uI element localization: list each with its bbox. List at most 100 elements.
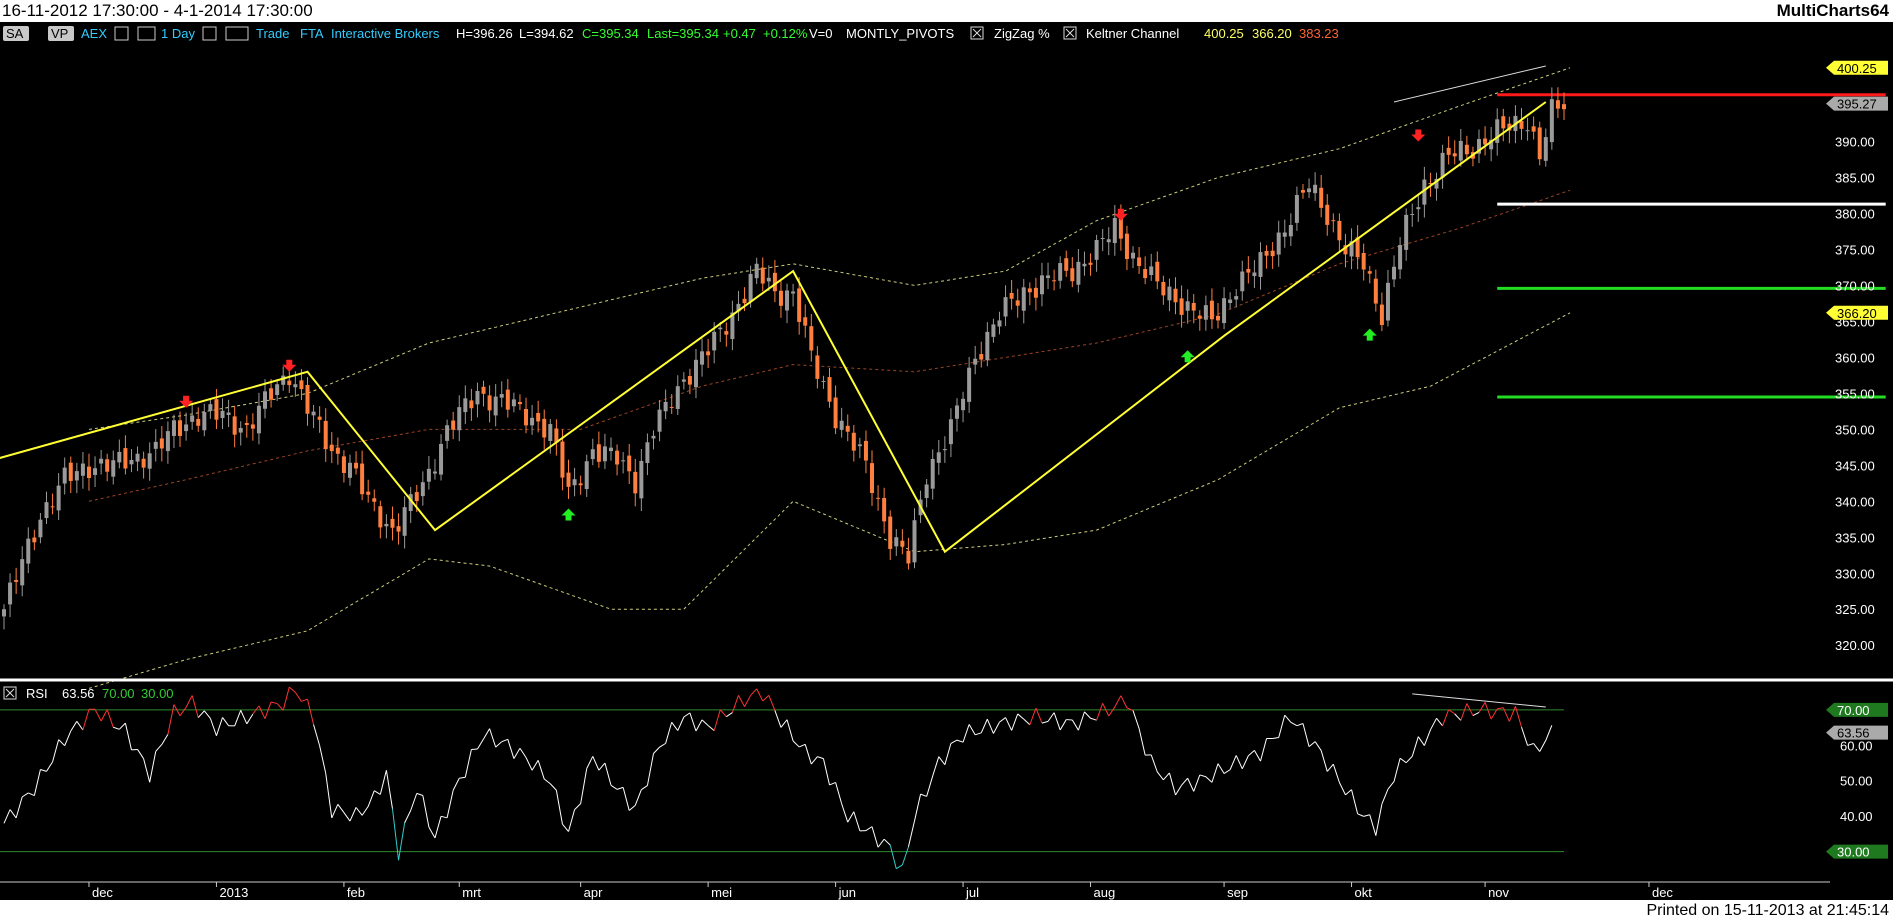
rsi-line-segment (659, 742, 666, 748)
rsi-line-segment (1138, 728, 1146, 756)
time-tick-label: sep (1227, 885, 1248, 900)
price-panel[interactable]: 320.00 325.00 330.00 335.00 340.00 345.00 350.… (0, 60, 1888, 689)
candle-up (1489, 139, 1494, 150)
rsi-line-segment (1405, 756, 1413, 764)
rsi-line-segment (1460, 703, 1468, 721)
candle-down (566, 472, 571, 487)
r-dropdown-icon[interactable] (225, 26, 249, 41)
rsi-line-segment (731, 695, 739, 713)
rsi-line-segment (1053, 712, 1061, 731)
rsi-line-segment (1114, 695, 1122, 708)
rsi-line-segment (950, 739, 958, 744)
resolution-label[interactable]: 1 Day (161, 26, 195, 41)
rsi-line-segment (28, 792, 35, 797)
rsi-line-segment (477, 738, 484, 750)
candle-down (123, 448, 128, 469)
rsi-line-segment (489, 728, 497, 748)
rsi-line-segment (768, 695, 776, 711)
price-tick-label: 350.00 (1835, 422, 1875, 437)
keltner-close-icon[interactable] (1063, 26, 1077, 40)
candle-up (135, 453, 140, 462)
rsi-line-segment (701, 719, 709, 726)
rsi-line-segment (1047, 712, 1055, 722)
rsi-line-segment (46, 761, 53, 772)
candle-down (1355, 237, 1360, 258)
candle-down (269, 388, 274, 400)
rsi-line-segment (1235, 755, 1243, 769)
rsi-line-segment (264, 701, 272, 719)
rsi-line-segment (94, 709, 102, 722)
chart-background (0, 22, 1893, 900)
rsi-line-segment (853, 811, 861, 832)
vp-button[interactable] (48, 26, 74, 41)
rsi-line-segment (155, 744, 163, 752)
rsi-panel[interactable]: 40.00 50.00 60.00 70.00 30.00 63.56 (0, 686, 1888, 870)
candle-up (657, 409, 662, 432)
resolution-dropdown-icon[interactable] (202, 26, 217, 41)
candle-down (778, 290, 783, 306)
candle-up (445, 425, 450, 441)
rsi-tick-label: 60.00 (1840, 738, 1873, 753)
time-axis[interactable]: dec 2013 feb mrt apr mei jun jul aug sep okt nov dec (88, 882, 1673, 900)
candle-down (1428, 183, 1433, 185)
volume-value: V=0 (809, 26, 833, 41)
candle-down (378, 506, 383, 528)
rsi-trendline (1412, 693, 1546, 708)
rsi-line-segment (719, 709, 727, 717)
rsi-line-segment (1375, 804, 1383, 836)
candle-up (730, 312, 735, 340)
candle-down (687, 375, 692, 385)
candle-up (511, 399, 516, 407)
candle-down (244, 423, 249, 425)
rsi-line-segment (118, 722, 126, 730)
keltner-lower-marker: 366.20 (1837, 306, 1877, 321)
candle-down (633, 471, 638, 494)
zigzag-close-icon[interactable] (970, 26, 984, 40)
candle-down (1124, 233, 1129, 260)
rsi-line-segment (531, 760, 539, 771)
symbol-label[interactable]: AEX (81, 26, 107, 41)
rsi-line-segment (926, 775, 934, 797)
rsi-line-segment (459, 776, 466, 779)
candle-down (141, 458, 146, 468)
interval-dropdown-icon[interactable] (137, 26, 156, 41)
candle-up (693, 359, 698, 388)
candle-up (263, 391, 268, 409)
sa-dropdown-icon[interactable]: ▾ (30, 26, 37, 41)
candle-down (870, 463, 875, 493)
keltner-mid-line (88, 189, 1571, 502)
last-price-marker: 395.27 (1837, 97, 1877, 112)
candle-down (803, 317, 808, 326)
rsi-line-segment (871, 826, 879, 848)
rsi-line-segment (203, 710, 211, 719)
chart-window[interactable]: SA ▾ VP AEX 1 Day Trade FTA Interactive … (0, 22, 1893, 900)
candle-up (675, 386, 680, 409)
rsi-line-segment (1454, 713, 1462, 721)
time-tick-label: aug (1094, 885, 1116, 900)
candle-up (681, 379, 686, 382)
chart-canvas[interactable]: SA ▾ VP AEX 1 Day Trade FTA Interactive … (0, 22, 1893, 900)
price-tick-label: 380.00 (1835, 206, 1875, 221)
broker-label: Interactive Brokers (331, 26, 440, 41)
candle-up (936, 452, 941, 463)
candle-down (360, 463, 365, 495)
buy-arrow-icon (1362, 328, 1377, 341)
candle-down (481, 386, 486, 394)
candle-up (1106, 239, 1111, 243)
date-range: 16-11-2012 17:30:00 - 4-1-2014 17:30:00 (2, 1, 313, 20)
candle-up (1410, 214, 1415, 216)
candle-down (196, 418, 201, 426)
candle-down (1137, 257, 1142, 267)
candle-up (1082, 263, 1087, 267)
candle-up (80, 463, 85, 476)
time-tick-label: jul (965, 885, 979, 900)
sa-button[interactable] (3, 26, 29, 41)
rsi-line-segment (1399, 757, 1407, 764)
candle-down (1052, 280, 1057, 282)
candle-up (74, 471, 79, 481)
rsi-line-segment (1387, 781, 1395, 790)
rsi-close-icon[interactable] (3, 686, 17, 700)
keltner-lower-value: 366.20 (1252, 26, 1292, 41)
candle-down (487, 395, 492, 411)
symbol-dropdown-icon[interactable] (114, 26, 129, 41)
